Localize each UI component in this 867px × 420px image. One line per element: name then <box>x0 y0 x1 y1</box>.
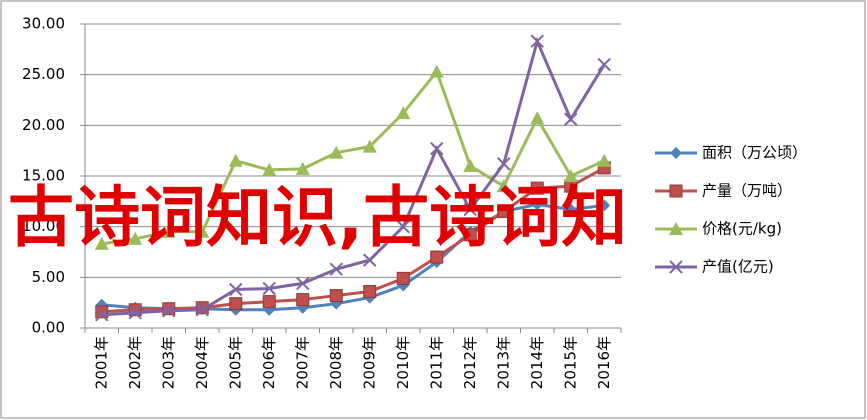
legend-label: 面积（万公顷） <box>702 144 807 162</box>
legend-label: 价格(元/kg) <box>702 220 782 238</box>
data-point <box>262 295 276 309</box>
data-point <box>530 181 544 195</box>
x-tick-label: 2016年 <box>595 336 613 389</box>
x-tick-label: 2003年 <box>159 336 177 389</box>
data-point <box>463 202 477 217</box>
data-point <box>262 162 277 176</box>
x-tick-label: 2013年 <box>494 336 512 389</box>
data-point <box>597 57 611 72</box>
data-point <box>564 112 578 126</box>
data-point <box>497 157 511 171</box>
data-point <box>362 139 377 153</box>
data-point <box>463 158 478 172</box>
data-point <box>229 282 243 297</box>
x-tick-label: 2004年 <box>193 336 211 389</box>
data-point <box>128 306 142 320</box>
data-point <box>396 106 411 120</box>
data-point <box>195 303 209 317</box>
data-point <box>531 198 544 211</box>
data-point <box>463 228 477 242</box>
data-point <box>329 289 343 303</box>
data-point <box>195 224 210 238</box>
y-tick-label: 5.00 <box>32 268 65 286</box>
y-tick-label: 20.00 <box>22 116 65 134</box>
x-tick-label: 2006年 <box>260 336 278 389</box>
x-tick-label: 2014年 <box>528 336 546 389</box>
legend-marker <box>670 147 682 159</box>
y-tick-label: 30.00 <box>22 15 65 33</box>
data-point <box>94 236 109 250</box>
legend-label: 产值(亿元) <box>702 258 774 276</box>
data-point <box>128 231 143 245</box>
data-point <box>329 262 343 276</box>
data-point <box>497 204 511 218</box>
data-point <box>530 34 544 48</box>
data-point <box>530 111 545 125</box>
data-point <box>162 302 176 316</box>
data-point <box>363 253 377 267</box>
y-tick-label: 15.00 <box>22 167 65 185</box>
data-point <box>598 199 611 212</box>
y-tick-label: 25.00 <box>22 65 65 83</box>
data-point <box>228 153 243 167</box>
x-tick-label: 2005年 <box>226 336 244 389</box>
x-tick-label: 2011年 <box>427 336 445 389</box>
data-point <box>563 169 578 182</box>
data-point <box>396 219 410 234</box>
x-tick-label: 2001年 <box>92 336 110 389</box>
data-point <box>95 308 109 322</box>
x-tick-label: 2002年 <box>126 336 144 389</box>
legend-marker <box>669 222 683 235</box>
data-point <box>162 304 176 318</box>
legend-marker <box>669 260 683 274</box>
x-tick-label: 2008年 <box>327 336 345 389</box>
data-point <box>430 141 444 156</box>
x-tick-label: 2007年 <box>293 336 311 389</box>
x-tick-label: 2015年 <box>561 336 579 389</box>
x-tick-label: 2012年 <box>461 336 479 389</box>
series-line <box>101 166 605 314</box>
data-point <box>329 145 344 159</box>
x-tick-label: 2009年 <box>360 336 378 389</box>
legend-marker <box>669 184 683 198</box>
data-point <box>229 297 243 311</box>
data-point <box>295 161 310 175</box>
data-point <box>296 293 310 307</box>
data-point <box>496 179 511 193</box>
watermark: 古诗词知识,古诗词知 <box>8 179 627 256</box>
data-point <box>430 250 444 264</box>
legend-label: 产量（万吨） <box>702 182 792 200</box>
data-point <box>597 153 612 167</box>
data-point <box>363 285 377 299</box>
x-tick-label: 2010年 <box>394 336 412 389</box>
data-point <box>564 203 577 216</box>
series-line <box>101 36 606 317</box>
series-line <box>101 68 605 246</box>
y-tick-label: 10.00 <box>22 217 65 235</box>
data-point <box>429 64 444 78</box>
data-point <box>296 276 310 291</box>
data-point <box>396 271 410 285</box>
y-tick-label: 0.00 <box>32 319 65 337</box>
data-point <box>161 224 176 238</box>
data-point <box>262 281 276 296</box>
